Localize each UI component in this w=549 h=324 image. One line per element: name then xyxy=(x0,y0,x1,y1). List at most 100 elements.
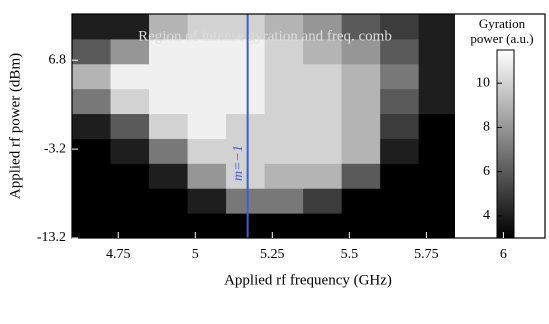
heatmap-cell xyxy=(303,14,343,40)
heatmap-cell xyxy=(303,38,343,65)
heatmap-cell xyxy=(149,188,189,214)
heatmap-cell xyxy=(72,213,112,239)
heatmap-cell xyxy=(72,38,112,65)
heatmap-cell xyxy=(303,188,343,214)
heatmap-cell xyxy=(72,138,112,164)
heatmap-cell xyxy=(110,188,150,214)
heatmap-cell xyxy=(341,188,381,214)
heatmap-cell xyxy=(303,63,343,90)
heatmap-cell xyxy=(149,163,189,189)
heatmap-cell xyxy=(72,188,112,214)
heatmap-cell xyxy=(187,14,227,40)
heatmap-cell xyxy=(303,213,343,239)
heatmap-cell xyxy=(264,14,304,40)
heatmap-cell xyxy=(418,88,458,115)
heatmap-cell xyxy=(226,213,266,239)
heatmap-cell xyxy=(110,14,150,40)
heatmap-cell xyxy=(380,88,420,115)
heatmap-cell xyxy=(341,163,381,189)
heatmap-cell xyxy=(303,163,343,189)
heatmap-cell xyxy=(72,88,112,115)
heatmap-cell xyxy=(341,113,381,139)
heatmap-cell xyxy=(226,14,266,40)
heatmap-cell xyxy=(380,63,420,90)
colorbar-tick-label: 10 xyxy=(476,75,490,90)
heatmap-cell xyxy=(110,163,150,189)
y-tick-label: -3.2 xyxy=(44,141,66,156)
heatmap-cell xyxy=(380,163,420,189)
heatmap-cell xyxy=(341,63,381,90)
marker-label: m=−1 xyxy=(231,145,246,181)
heatmap-cell xyxy=(264,88,304,115)
heatmap-cell xyxy=(110,88,150,115)
heatmap-cell xyxy=(341,138,381,164)
x-axis-label: Applied rf frequency (GHz) xyxy=(224,272,392,288)
heatmap-cell xyxy=(380,138,420,164)
heatmap-cell xyxy=(341,14,381,40)
heatmap-cell xyxy=(380,213,420,239)
heatmap-cell xyxy=(72,14,112,40)
heatmap-cell xyxy=(264,113,304,139)
x-tick-label: 6 xyxy=(500,247,507,262)
colorbar-label: Gyration power (a.u.) xyxy=(470,16,534,46)
heatmap-cell xyxy=(418,188,458,214)
heatmap-cell xyxy=(264,63,304,90)
x-tick-label: 5.25 xyxy=(260,247,285,262)
heatmap-cell xyxy=(226,163,266,189)
heatmap-cell xyxy=(380,38,420,65)
heatmap-cell xyxy=(110,113,150,139)
heatmap-cell xyxy=(418,163,458,189)
heatmap-cell xyxy=(341,88,381,115)
plot-frame xyxy=(71,13,546,239)
heatmap-cell xyxy=(226,188,266,214)
heatmap-cell xyxy=(149,138,189,164)
heatmap-cell xyxy=(303,138,343,164)
heatmap-cell xyxy=(110,38,150,65)
colorbar xyxy=(496,49,515,239)
annotation: Region of intense gyration and freq. com… xyxy=(138,28,392,44)
heatmap-cell xyxy=(187,138,227,164)
heatmap-cell xyxy=(187,113,227,139)
colorbar-tick-label: 8 xyxy=(483,120,490,135)
heatmap-cell xyxy=(187,213,227,239)
x-tick-label: 5.75 xyxy=(414,247,439,262)
heatmap-cell xyxy=(110,213,150,239)
heatmap-cell xyxy=(418,63,458,90)
heatmap-cell xyxy=(187,163,227,189)
heatmap-cell xyxy=(149,88,189,115)
heatmap-cell xyxy=(72,113,112,139)
heatmap-cell xyxy=(380,14,420,40)
heatmap-cell xyxy=(187,38,227,65)
heatmap-cell xyxy=(303,88,343,115)
y-axis-label: Applied rf power (dBm) xyxy=(7,53,23,199)
heatmap-cell xyxy=(187,188,227,214)
heatmap-cell xyxy=(264,163,304,189)
heatmap-cell xyxy=(226,138,266,164)
heatmap-cell xyxy=(341,213,381,239)
x-tick-label: 5 xyxy=(192,247,199,262)
heatmap-cell xyxy=(264,38,304,65)
heatmap-cell xyxy=(149,38,189,65)
heatmap-cell xyxy=(418,38,458,65)
heatmap-cell xyxy=(110,63,150,90)
heatmap-cell xyxy=(418,113,458,139)
colorbar-tick-label: 4 xyxy=(483,208,490,223)
heatmap-cell xyxy=(110,138,150,164)
x-tick-label: 4.75 xyxy=(106,247,131,262)
heatmap-cell xyxy=(226,113,266,139)
heatmap-cell xyxy=(264,138,304,164)
heatmap-cell xyxy=(149,113,189,139)
heatmap-cell xyxy=(264,188,304,214)
heatmap-cell xyxy=(264,213,304,239)
heatmap-cell xyxy=(303,113,343,139)
y-tick-label: 6.8 xyxy=(49,52,67,67)
colorbar-tick-label: 6 xyxy=(483,164,490,179)
y-tick-label: -13.2 xyxy=(37,230,66,245)
heatmap-cell xyxy=(226,88,266,115)
heatmap-cell xyxy=(418,213,458,239)
heatmap-cell xyxy=(149,14,189,40)
heatmap-cell xyxy=(149,63,189,90)
heatmap-cell xyxy=(72,163,112,189)
